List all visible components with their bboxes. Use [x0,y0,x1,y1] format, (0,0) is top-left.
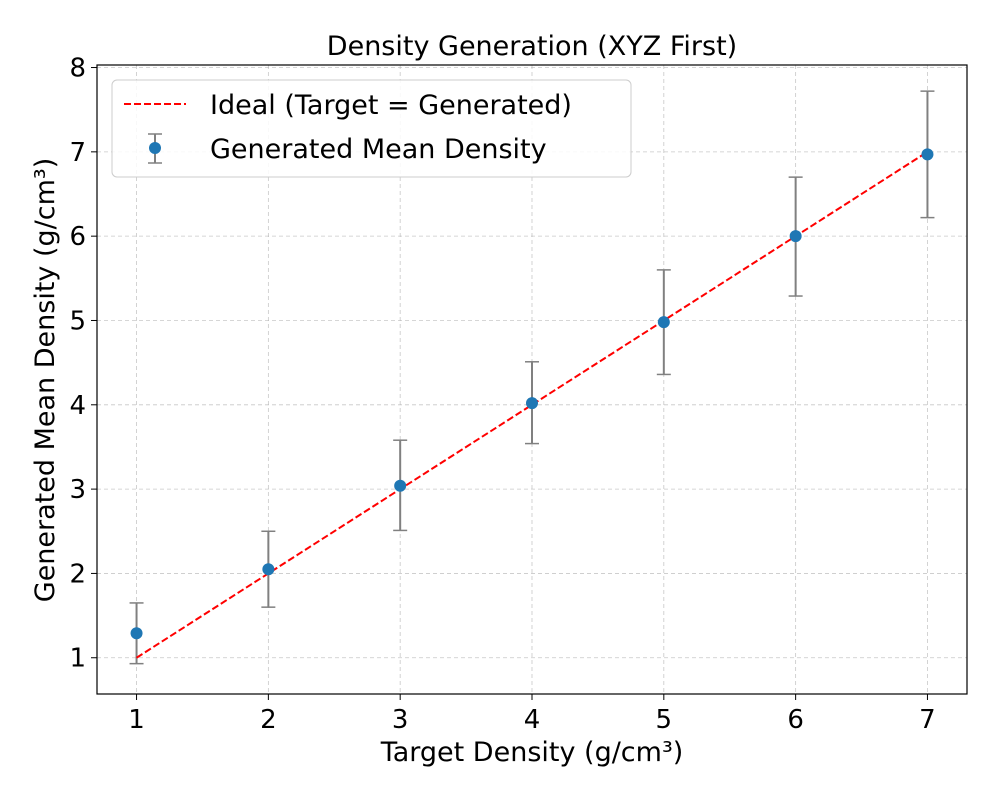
data-point [262,563,275,576]
data-point [657,316,670,329]
x-tick-label: 3 [392,705,409,735]
y-tick-label: 7 [69,138,86,168]
data-point [394,479,407,492]
legend: Ideal (Target = Generated) Generated Mea… [111,79,632,178]
x-tick-label: 7 [919,705,936,735]
data-point [921,148,934,161]
data-point [789,230,802,243]
y-tick-label: 1 [69,644,86,674]
y-tick-label: 2 [69,559,86,589]
y-tick-label: 6 [69,222,86,252]
plot-area [129,90,935,665]
x-tick-label: 4 [524,705,541,735]
legend-label-ideal: Ideal (Target = Generated) [210,90,572,121]
data-point [130,627,143,640]
legend-generated-marker-swatch [148,133,162,164]
legend-label-generated: Generated Mean Density [210,134,547,165]
data-point [526,397,538,410]
axis-ticks: 1 2 3 4 5 6 7 1 2 3 4 5 6 7 8 [69,54,935,735]
y-axis-label: Generated Mean Density (g/cm³) [30,158,61,602]
x-tick-label: 2 [260,705,277,735]
legend-box [111,79,632,178]
x-tick-label: 6 [787,705,804,735]
y-tick-label: 4 [69,391,86,421]
x-tick-label: 1 [128,705,145,735]
legend-marker [149,142,161,154]
y-tick-label: 3 [69,475,86,505]
y-tick-label: 5 [69,306,86,336]
x-axis-label: Target Density (g/cm³) [380,737,684,768]
y-tick-label: 8 [69,54,86,84]
chart-title: Density Generation (XYZ First) [327,31,737,62]
x-tick-label: 5 [656,705,673,735]
